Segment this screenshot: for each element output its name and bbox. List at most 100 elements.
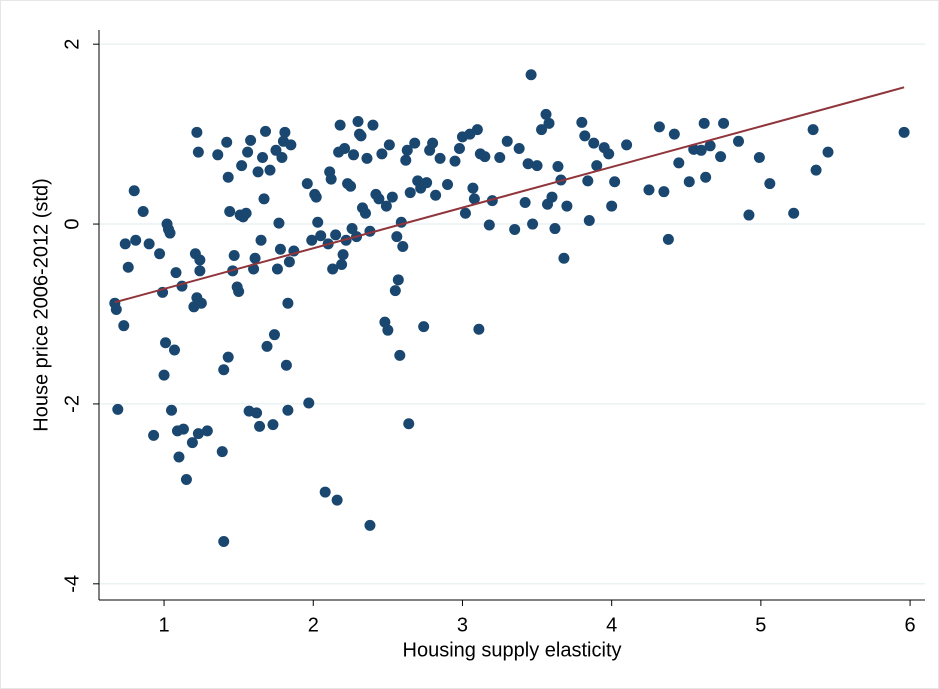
point [345,180,357,192]
point [252,166,264,178]
x-tick-label: 4 [606,614,617,636]
point [434,152,446,164]
point [409,137,421,149]
point [400,154,412,166]
point [531,160,543,172]
x-tick-label: 3 [457,614,468,636]
point [549,223,561,235]
point [228,250,240,262]
point [177,423,189,435]
point [898,126,910,138]
point [525,69,537,81]
point [546,191,558,203]
y-tick-label: 2 [61,39,83,50]
point [391,231,403,243]
point [453,143,465,155]
point [164,227,176,239]
point [212,149,224,161]
point [260,125,272,137]
point [583,214,595,226]
point [148,429,160,441]
point [352,116,364,128]
point [143,238,155,250]
point [274,243,286,255]
point [513,143,525,155]
point [336,259,348,271]
point [194,265,206,277]
point [276,152,288,163]
point [110,303,122,315]
point [221,136,233,148]
point [392,274,404,286]
y-tick-label: 0 [61,218,83,229]
point [418,321,430,333]
point [166,404,178,416]
point [380,200,392,212]
point [427,137,439,149]
point [195,297,207,309]
point [698,117,710,129]
point [337,249,349,261]
point [273,217,285,229]
point [173,451,185,463]
point [700,171,712,183]
point [588,137,600,149]
point [468,193,480,205]
point [403,418,415,430]
point [442,178,454,190]
point [788,207,800,219]
point [591,160,603,172]
x-axis-label: Housing supply elasticity [403,639,622,661]
point [552,160,564,172]
point [543,117,555,129]
point [218,536,230,548]
point [401,144,413,156]
point [621,139,633,151]
point [258,193,270,205]
point [128,185,140,197]
point [170,267,182,279]
point [315,230,327,242]
point [471,124,483,136]
point [180,473,192,485]
point [382,324,394,336]
point [743,209,755,221]
point [519,196,531,208]
point [421,177,433,189]
point [376,148,388,160]
point [540,108,552,120]
point [327,263,339,275]
point [303,397,315,409]
point [282,404,294,416]
point [251,407,263,419]
point [216,446,228,458]
point [122,261,134,273]
point [364,519,376,531]
point [201,425,213,437]
point [245,134,257,146]
point [261,340,273,352]
y-axis-label: House price 2006-2012 (std) [30,178,52,431]
point [242,146,254,158]
point [319,486,331,498]
point [240,207,252,219]
point [112,403,124,415]
point [389,285,401,297]
point [194,254,206,266]
point [643,184,655,196]
point [330,229,342,241]
point [683,176,695,188]
point [603,148,615,160]
x-tick-label: 5 [755,614,766,636]
point [119,238,131,250]
point [154,248,166,260]
point [558,252,570,264]
y-tick-label: -4 [61,575,83,593]
x-tick-label: 6 [905,614,916,636]
point [279,126,291,138]
point [236,160,248,172]
point [483,219,495,231]
point [186,437,198,449]
point [501,135,513,147]
